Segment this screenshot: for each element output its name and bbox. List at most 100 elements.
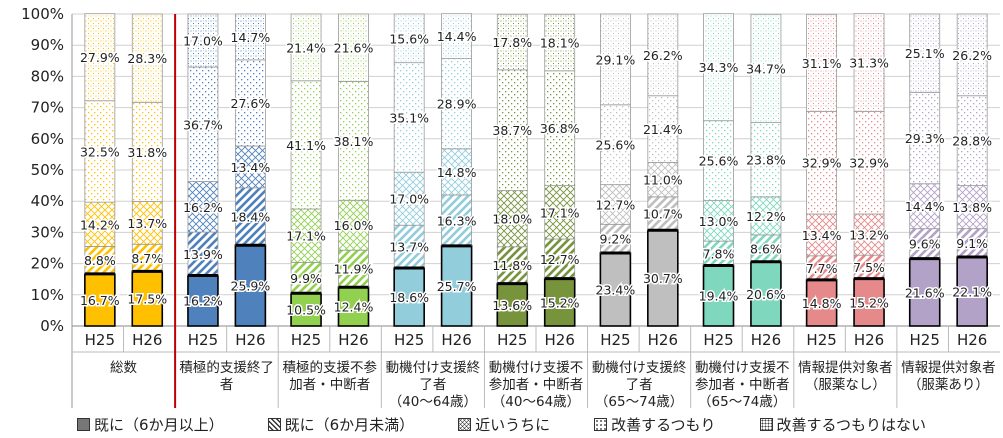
data-label: 13.2% <box>849 228 889 243</box>
data-label: 35.1% <box>389 110 429 125</box>
data-label: 18.4% <box>231 209 271 224</box>
bar-segment <box>750 122 782 198</box>
data-label: 9.6% <box>909 237 941 252</box>
bar-segment <box>909 228 941 260</box>
bar-segment <box>131 201 163 245</box>
data-label: 29.3% <box>905 131 945 146</box>
year-label: H26 <box>441 331 471 349</box>
legend-swatch <box>594 417 608 431</box>
year-label: H26 <box>235 331 265 349</box>
bar-segment <box>750 260 782 327</box>
bar-segment <box>599 13 631 106</box>
bar-segment <box>84 273 116 327</box>
data-label: 7.5% <box>853 260 885 275</box>
category-label: 総数 <box>110 360 137 376</box>
legend-label: 既に（6か月以上） <box>94 415 224 434</box>
data-label: 16.7% <box>80 293 120 308</box>
data-label: 18.0% <box>492 212 532 227</box>
data-label: 17.8% <box>492 35 532 50</box>
bar-segment <box>338 80 369 201</box>
legend-item: 近いうちに <box>458 414 550 435</box>
legend-swatch <box>267 417 281 431</box>
data-label: 38.7% <box>492 123 532 138</box>
y-tick-label: 50% <box>31 161 64 179</box>
bar-segment <box>290 80 322 210</box>
category-label: 参加者・中断者 <box>695 376 790 393</box>
data-label: 14.7% <box>231 30 271 45</box>
bar-segment <box>647 229 679 327</box>
bar-segment <box>440 245 473 327</box>
bar-segment <box>338 249 369 288</box>
bar-segment <box>441 13 473 60</box>
category-label: 動機付け支援終 <box>592 360 687 376</box>
bar-segment <box>909 91 941 185</box>
category-label: 積極的支援不参 <box>283 359 378 376</box>
bar-segment <box>441 194 473 247</box>
data-label: 26.2% <box>952 48 992 63</box>
year-label: H25 <box>394 331 424 349</box>
category-label: （40～64歳） <box>389 394 477 410</box>
data-label: 25.1% <box>905 46 945 61</box>
bar-segment <box>393 62 425 173</box>
bar-segment <box>131 101 163 202</box>
data-label: 21.6% <box>905 285 945 300</box>
y-tick-label: 90% <box>31 36 64 54</box>
data-label: 17.1% <box>540 205 580 220</box>
bar-segment <box>338 199 369 251</box>
year-label: H26 <box>338 331 368 349</box>
category-label: 積極的支援終了 <box>179 360 274 376</box>
bar-segment <box>853 213 885 256</box>
data-label: 15.2% <box>849 295 889 310</box>
bar-segment <box>84 13 116 102</box>
bar-segment <box>750 196 782 236</box>
data-label: 9.9% <box>290 271 322 286</box>
data-label: 7.7% <box>806 261 838 276</box>
y-tick-label: 60% <box>31 130 64 148</box>
bar-segment <box>750 234 782 263</box>
data-label: 13.6% <box>492 298 532 313</box>
data-label: 28.9% <box>437 97 477 112</box>
legend-swatch <box>759 417 773 431</box>
data-label: 28.3% <box>127 51 167 66</box>
data-label: 8.6% <box>750 241 782 256</box>
data-label: 20.6% <box>746 287 786 302</box>
category-label: 動機付け支援不 <box>489 360 584 376</box>
bar-segment <box>647 13 679 97</box>
data-label: 34.7% <box>746 61 786 76</box>
bar-segment <box>544 13 576 72</box>
data-label: 17.0% <box>389 192 429 207</box>
bar-segment <box>956 13 988 97</box>
bar-segment <box>703 200 734 242</box>
bar-segment <box>338 13 369 82</box>
bar-segment <box>187 13 219 68</box>
data-label: 16.3% <box>437 213 477 228</box>
data-label: 23.4% <box>596 282 636 297</box>
category-label: 情報提供対象者 <box>798 360 893 376</box>
data-label: 13.9% <box>183 247 223 262</box>
data-label: 12.7% <box>540 252 580 267</box>
data-label: 15.2% <box>540 295 580 310</box>
data-label: 13.7% <box>127 216 167 231</box>
y-axis-labels: 0% 10% 20% 30% 40% 50% 60% 70% 80% 90% 100% <box>21 5 64 335</box>
bar-segment <box>647 162 679 198</box>
data-label: 34.3% <box>699 60 739 75</box>
y-tick-label: 80% <box>31 67 64 85</box>
bar-segment <box>599 184 631 225</box>
bar-segment <box>853 110 885 215</box>
data-label: 38.1% <box>334 134 374 149</box>
data-label: 12.7% <box>596 197 636 212</box>
bar-segment <box>703 120 734 201</box>
data-label: 13.0% <box>699 214 739 229</box>
category-label: （65～74歳） <box>595 394 683 410</box>
year-label: H25 <box>497 331 527 349</box>
data-label: 11.9% <box>334 262 374 277</box>
stacked-bar-chart: 0% 10% 20% 30% 40% 50% 60% 70% 80% 90% 100% 16.7% 8… <box>21 5 1000 410</box>
data-label: 32.9% <box>849 156 889 171</box>
data-label: 29.1% <box>596 52 636 67</box>
category-label: 動機付け支援不 <box>695 360 790 376</box>
data-label: 14.4% <box>437 29 477 44</box>
data-label: 21.6% <box>334 41 374 56</box>
bar-segment <box>909 183 941 230</box>
category-label: 加者・中断者 <box>289 377 370 393</box>
bar-segment <box>806 110 838 215</box>
